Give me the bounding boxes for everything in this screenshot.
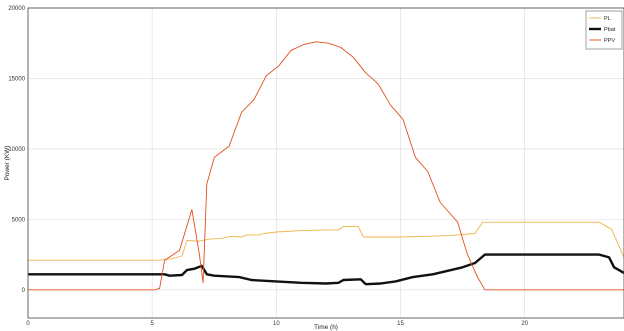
x-tick-label: 10 xyxy=(273,321,280,327)
plot-frame xyxy=(27,7,624,319)
y-tick-label: 0 xyxy=(22,288,26,294)
y-tick-label: 5000 xyxy=(12,217,26,223)
y-tick-label: 10000 xyxy=(8,147,25,153)
x-tick-labels: 0 5 10 15 20 xyxy=(26,321,528,327)
y-tick-label: 20000 xyxy=(8,6,25,12)
series-lines xyxy=(28,41,624,291)
legend-label-ppv: PPV xyxy=(604,38,615,44)
y-axis-title: Power (KW) xyxy=(4,145,11,180)
legend-label-pbat: Pbat xyxy=(604,27,616,33)
series-line-pl xyxy=(28,221,624,261)
x-tick-label: 5 xyxy=(150,321,154,327)
series-line-pbat xyxy=(28,253,624,286)
legend-label-pl: PL xyxy=(604,16,611,22)
legend: PL Pbat PPV xyxy=(585,10,623,50)
x-tick-label: 0 xyxy=(26,321,30,327)
x-tick-label: 20 xyxy=(521,321,528,327)
plot-background xyxy=(28,8,624,318)
series-line-ppv xyxy=(28,41,624,291)
x-tick-label: 15 xyxy=(397,321,404,327)
x-axis-title: Time (h) xyxy=(314,324,338,331)
y-tick-label: 15000 xyxy=(8,76,25,82)
y-tick-labels: 0 5000 10000 15000 20000 xyxy=(8,6,25,294)
